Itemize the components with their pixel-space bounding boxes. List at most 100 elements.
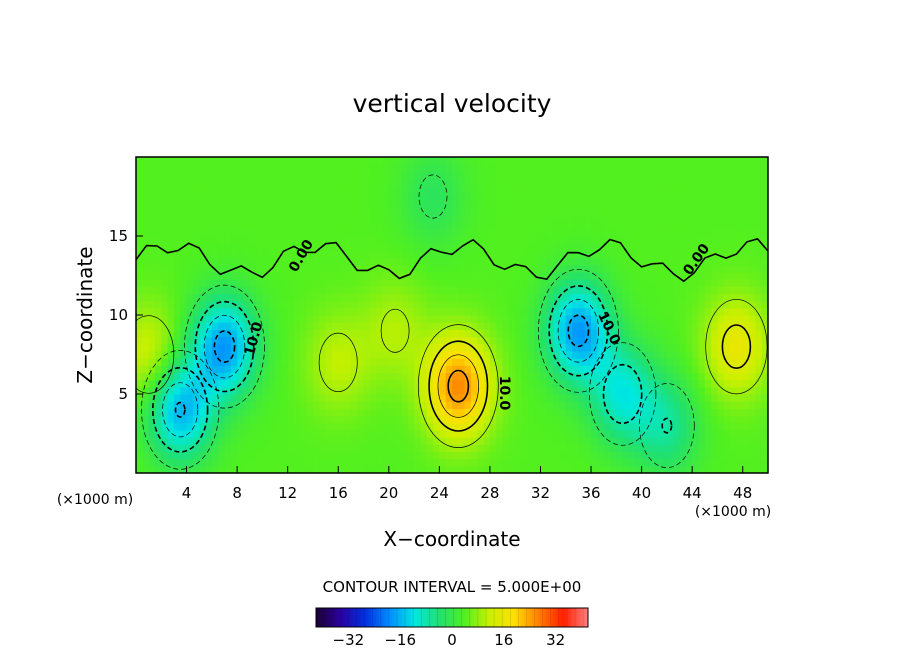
field-cell <box>641 429 649 438</box>
field-cell <box>565 372 573 381</box>
field-cell <box>249 250 257 259</box>
field-cell <box>761 207 768 216</box>
field-cell <box>527 300 535 309</box>
field-cell <box>319 264 327 273</box>
field-cell <box>685 286 693 295</box>
field-cell <box>578 350 586 359</box>
field-cell <box>205 279 213 287</box>
field-cell <box>407 178 415 187</box>
field-cell <box>300 401 308 409</box>
field-cell <box>597 293 605 302</box>
field-cell <box>717 336 725 345</box>
field-cell <box>382 401 390 409</box>
field-cell <box>749 358 756 366</box>
field-cell <box>622 379 630 388</box>
field-cell <box>199 279 207 287</box>
field-cell <box>755 365 763 374</box>
field-cell <box>306 386 314 395</box>
field-cell <box>281 422 289 431</box>
field-cell <box>477 372 485 381</box>
field-cell <box>673 372 681 381</box>
field-cell <box>401 264 409 273</box>
field-cell <box>426 322 434 330</box>
field-cell <box>723 343 731 352</box>
field-cell <box>407 243 415 251</box>
field-cell <box>452 307 459 316</box>
field-cell <box>616 286 624 295</box>
field-cell <box>711 236 719 244</box>
field-cell <box>142 207 150 216</box>
field-cell <box>211 164 219 172</box>
field-cell <box>635 401 643 409</box>
field-cell <box>749 264 756 273</box>
field-cell <box>300 200 308 208</box>
field-cell <box>445 343 453 352</box>
field-cell <box>711 358 719 366</box>
field-cell <box>426 264 434 273</box>
field-cell <box>256 178 263 187</box>
field-cell <box>306 228 314 237</box>
field-cell <box>426 343 434 352</box>
field-cell <box>527 271 535 280</box>
field-cell <box>426 444 434 453</box>
field-cell <box>755 171 763 180</box>
field-cell <box>749 178 756 187</box>
field-cell <box>420 394 428 402</box>
field-cell <box>281 236 289 244</box>
field-cell <box>755 465 763 473</box>
field-cell <box>521 178 529 187</box>
colorbar-tick-label: −32 <box>333 631 365 649</box>
field-cell <box>597 444 605 453</box>
field-cell <box>414 200 421 208</box>
field-cell <box>641 185 649 194</box>
field-cell <box>243 221 251 230</box>
field-cell <box>521 228 529 237</box>
field-cell <box>742 164 750 172</box>
field-cell <box>300 293 308 302</box>
field-cell <box>628 343 636 352</box>
field-cell <box>527 437 535 445</box>
field-cell <box>230 465 238 473</box>
field-cell <box>300 286 308 295</box>
field-cell <box>294 329 301 338</box>
field-cell <box>578 358 586 366</box>
field-cell <box>439 465 447 473</box>
field-cell <box>433 157 440 165</box>
field-cell <box>325 271 333 280</box>
field-cell <box>553 243 561 251</box>
field-cell <box>749 228 756 237</box>
field-cell <box>540 293 548 302</box>
field-cell <box>281 307 289 316</box>
field-cell <box>685 465 693 473</box>
field-cell <box>647 157 655 165</box>
field-cell <box>294 444 301 453</box>
field-cell <box>154 365 162 374</box>
field-cell <box>711 192 719 201</box>
field-cell <box>300 171 308 180</box>
field-cell <box>414 322 421 330</box>
field-cell <box>281 379 289 388</box>
field-cell <box>426 350 434 359</box>
field-cell <box>470 207 478 216</box>
field-cell <box>534 372 542 381</box>
field-cell <box>388 458 396 467</box>
field-cell <box>420 257 428 266</box>
field-cell <box>508 401 516 409</box>
field-cell <box>742 379 750 388</box>
field-cell <box>154 200 162 208</box>
field-cell <box>369 271 377 280</box>
field-cell <box>376 437 384 445</box>
field-cell <box>591 336 598 345</box>
field-cell <box>331 415 339 424</box>
field-cell <box>749 422 756 431</box>
field-cell <box>275 422 282 431</box>
field-cell <box>395 437 403 445</box>
field-cell <box>376 394 384 402</box>
field-cell <box>489 408 497 417</box>
field-cell <box>230 394 238 402</box>
field-cell <box>300 243 308 251</box>
field-cell <box>363 300 371 309</box>
field-cell <box>243 271 251 280</box>
field-cell <box>211 386 219 395</box>
field-cell <box>622 329 630 338</box>
